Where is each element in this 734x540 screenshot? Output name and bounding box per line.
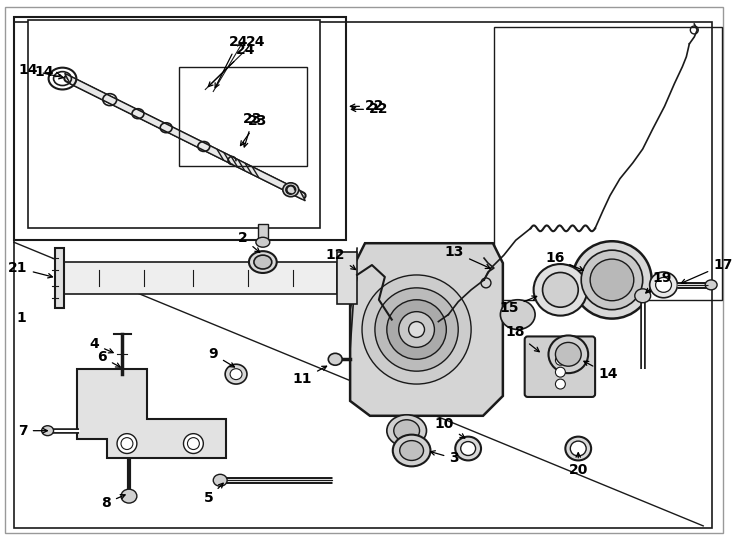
Text: 7: 7	[18, 424, 48, 438]
Text: 20: 20	[569, 453, 588, 477]
Text: 4: 4	[90, 338, 113, 353]
Ellipse shape	[534, 264, 587, 315]
Text: 14: 14	[18, 63, 63, 79]
Bar	[14, 17, 346, 240]
Ellipse shape	[581, 250, 643, 309]
Ellipse shape	[400, 441, 424, 461]
Text: 10: 10	[435, 417, 465, 438]
Ellipse shape	[283, 183, 299, 197]
Ellipse shape	[548, 335, 588, 373]
Ellipse shape	[387, 415, 426, 447]
Ellipse shape	[42, 426, 54, 436]
Ellipse shape	[214, 474, 227, 486]
Text: 9: 9	[208, 347, 234, 367]
Ellipse shape	[230, 369, 242, 380]
Ellipse shape	[573, 241, 652, 319]
Text: 13: 13	[445, 245, 490, 268]
Text: 2: 2	[239, 231, 260, 252]
Circle shape	[409, 322, 424, 338]
Text: 17: 17	[681, 258, 733, 284]
Circle shape	[117, 434, 137, 454]
Ellipse shape	[455, 437, 481, 461]
Text: 1: 1	[17, 310, 26, 325]
Text: 24: 24	[246, 35, 266, 49]
Bar	[28, 20, 320, 228]
Ellipse shape	[501, 300, 535, 329]
Circle shape	[556, 355, 565, 365]
Text: 21: 21	[8, 261, 53, 278]
Bar	[337, 252, 357, 303]
Text: 12: 12	[326, 248, 356, 269]
Ellipse shape	[590, 259, 633, 301]
Ellipse shape	[256, 237, 270, 247]
Polygon shape	[77, 369, 226, 458]
Circle shape	[184, 434, 203, 454]
Ellipse shape	[393, 435, 430, 467]
Ellipse shape	[655, 278, 672, 292]
Ellipse shape	[254, 255, 272, 269]
Ellipse shape	[328, 353, 342, 365]
Text: 5: 5	[203, 483, 223, 505]
Circle shape	[362, 275, 471, 384]
Text: 11: 11	[293, 366, 327, 386]
Text: 22: 22	[350, 99, 385, 113]
Text: 15: 15	[499, 296, 537, 315]
Ellipse shape	[249, 251, 277, 273]
Bar	[258, 225, 268, 242]
Bar	[178, 66, 308, 166]
Polygon shape	[65, 73, 305, 201]
Bar	[59, 262, 337, 294]
Text: 22: 22	[352, 102, 388, 116]
Ellipse shape	[570, 441, 586, 456]
Text: 6: 6	[98, 350, 120, 367]
Text: 18: 18	[505, 326, 539, 352]
Bar	[494, 27, 722, 300]
Ellipse shape	[556, 342, 581, 366]
Text: 14: 14	[35, 65, 60, 79]
Circle shape	[187, 437, 200, 449]
Circle shape	[375, 288, 458, 371]
Ellipse shape	[393, 420, 420, 442]
Text: 3: 3	[431, 451, 459, 465]
Circle shape	[556, 367, 565, 377]
Circle shape	[399, 312, 435, 347]
Text: 24: 24	[208, 43, 255, 86]
Circle shape	[387, 300, 446, 359]
FancyBboxPatch shape	[525, 336, 595, 397]
Ellipse shape	[565, 437, 591, 461]
Text: 23: 23	[243, 112, 263, 147]
Text: 14: 14	[584, 361, 617, 381]
Circle shape	[121, 437, 133, 449]
Circle shape	[556, 379, 565, 389]
Text: 24: 24	[215, 35, 248, 87]
Text: 23: 23	[241, 114, 268, 146]
Ellipse shape	[542, 273, 578, 307]
Ellipse shape	[650, 272, 677, 298]
Ellipse shape	[225, 364, 247, 384]
Text: 19: 19	[646, 271, 672, 293]
Bar	[54, 248, 65, 308]
Ellipse shape	[461, 442, 476, 455]
Ellipse shape	[121, 489, 137, 503]
Text: 8: 8	[101, 495, 125, 510]
Polygon shape	[350, 243, 503, 416]
Ellipse shape	[705, 280, 717, 290]
Ellipse shape	[635, 289, 650, 303]
Text: 16: 16	[545, 251, 584, 271]
